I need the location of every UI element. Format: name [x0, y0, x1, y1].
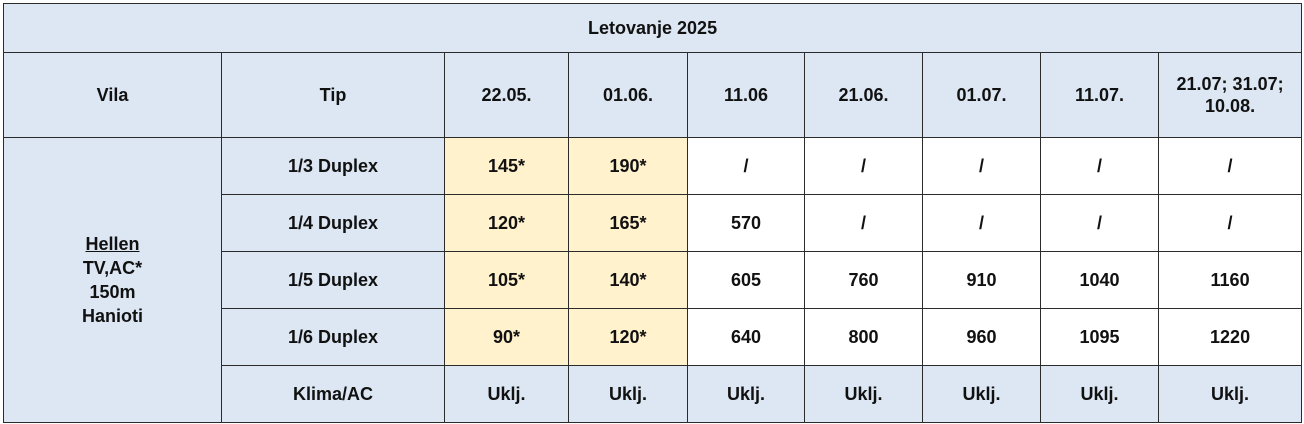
price-cell: / [687, 137, 805, 195]
villa-name: Hellen [85, 234, 140, 254]
price-cell: 960 [922, 308, 1041, 366]
row-type: 1/5 Duplex [221, 251, 445, 309]
header-date: 01.06. [568, 52, 688, 138]
ac-cell: Uklj. [1040, 365, 1159, 423]
price-cell: / [804, 194, 923, 252]
table-row: 1/5 Duplex 105* 140* 605 760 910 1040 11… [4, 251, 1303, 309]
ac-cell: Uklj. [1157, 365, 1303, 423]
header-date: 11.06 [687, 52, 805, 138]
price-cell: 1220 [1157, 308, 1303, 366]
table-row: Hellen TV,AC* 150m Hanioti 1/3 Duplex 14… [3, 137, 1303, 423]
price-cell: 640 [687, 308, 805, 366]
price-cell: 1040 [1040, 251, 1159, 309]
table-row: 1/4 Duplex 120* 165* 570 / / / / [4, 194, 1303, 252]
ac-cell: Uklj. [444, 365, 569, 423]
price-cell: 105* [444, 251, 569, 309]
table-title: Letovanje 2025 [2, 3, 1303, 53]
header-date: 21.06. [804, 52, 923, 138]
villa-amenities: TV,AC* [82, 258, 143, 278]
price-cell: 140* [568, 251, 688, 309]
price-cell: 760 [804, 251, 923, 309]
table-row: 1/6 Duplex 90* 120* 640 800 960 1095 122… [4, 308, 1303, 366]
price-table: Letovanje 2025 Vila Tip 22.05. 01.06. 11… [2, 3, 1303, 423]
header-tip: Tip [221, 52, 445, 138]
price-cell: 145* [444, 137, 569, 195]
row-type: 1/6 Duplex [221, 308, 445, 366]
price-cell: 910 [922, 251, 1041, 309]
price-cell: / [804, 137, 923, 195]
price-cell: / [1157, 137, 1303, 195]
price-cell: 120* [568, 308, 688, 366]
price-cell: 165* [568, 194, 688, 252]
row-type: Klima/AC [221, 365, 445, 423]
price-cell: / [1040, 194, 1159, 252]
villa-cell: Hellen TV,AC* 150m Hanioti [3, 137, 222, 423]
table-row: Klima/AC Uklj. Uklj. Uklj. Uklj. Uklj. U… [4, 365, 1303, 423]
ac-cell: Uklj. [687, 365, 805, 423]
ac-cell: Uklj. [804, 365, 923, 423]
row-type: 1/3 Duplex [221, 137, 445, 195]
price-cell: / [922, 137, 1041, 195]
price-cell: / [1157, 194, 1303, 252]
price-cell: / [1040, 137, 1159, 195]
price-cell: 120* [444, 194, 569, 252]
price-cell: 800 [804, 308, 923, 366]
ac-cell: Uklj. [922, 365, 1041, 423]
header-vila: Vila [3, 52, 222, 138]
villa-location: Hanioti [82, 306, 143, 326]
price-cell: 570 [687, 194, 805, 252]
price-cell: 90* [444, 308, 569, 366]
ac-cell: Uklj. [568, 365, 688, 423]
row-type: 1/4 Duplex [221, 194, 445, 252]
header-date: 11.07. [1040, 52, 1159, 138]
price-cell: 1095 [1040, 308, 1159, 366]
header-date: 01.07. [922, 52, 1041, 138]
price-cell: 1160 [1157, 251, 1303, 309]
price-cell: / [922, 194, 1041, 252]
header-date: 22.05. [444, 52, 569, 138]
header-date: 21.07; 31.07; 10.08. [1157, 52, 1303, 138]
villa-distance: 150m [89, 282, 136, 302]
price-cell: 605 [687, 251, 805, 309]
price-cell: 190* [568, 137, 688, 195]
